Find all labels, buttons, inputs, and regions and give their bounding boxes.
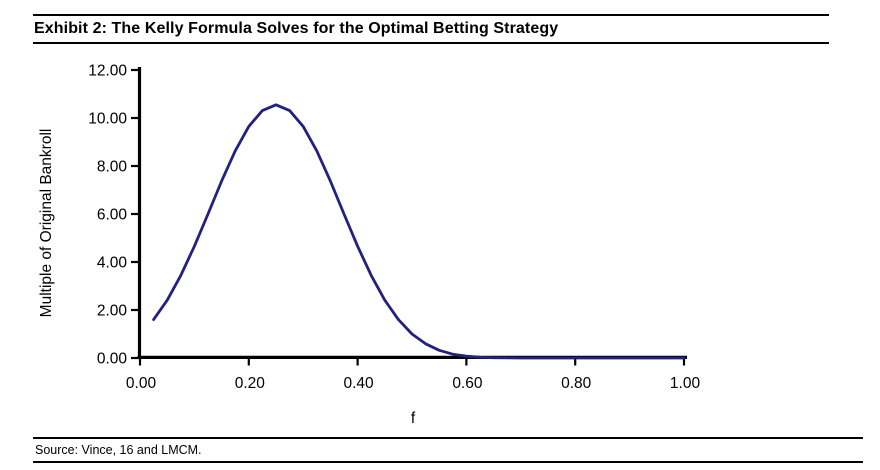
source-top-rule [33,437,863,439]
exhibit-title: Exhibit 2: The Kelly Formula Solves for … [34,20,559,37]
tick-layer: 0.00 2.00 4.00 6.00 8.00 10.00 12.00 0.00 0.20 0.… [88,63,700,393]
y-axis-title: Multiple of Original Bankroll [38,129,55,318]
x-tick-label: 0.60 [452,375,483,392]
y-tick-label: 8.00 [97,159,128,176]
kelly-curve-line [152,103,686,360]
source-bottom-rule [33,461,863,463]
header-top-rule [33,14,829,16]
axes-layer [137,67,687,359]
x-tick-label: 0.00 [126,375,157,392]
y-tick-label: 4.00 [97,255,128,272]
y-tick-label: 6.00 [97,207,128,224]
y-tick-label: 2.00 [97,303,128,320]
x-axis-title: f [411,410,416,427]
x-tick-label: 1.00 [670,375,701,392]
x-tick-label: 0.20 [235,375,266,392]
y-tick-label: 10.00 [88,111,127,128]
y-tick-label: 0.00 [97,351,128,368]
source-note: Source: Vince, 16 and LMCM. [35,443,202,457]
x-tick-label: 0.80 [561,375,592,392]
y-tick-label: 12.00 [88,63,127,80]
title-underline-rule [33,42,829,44]
x-tick-label: 0.40 [344,375,375,392]
